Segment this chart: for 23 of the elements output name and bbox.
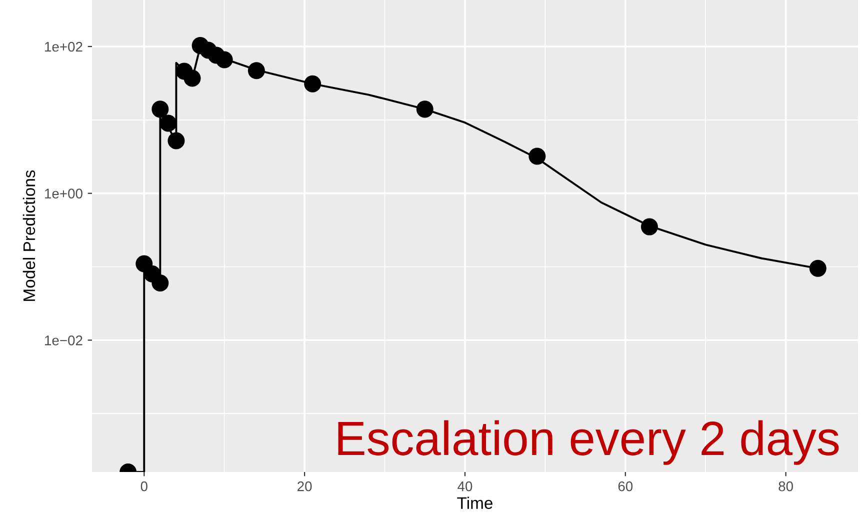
y-tick-label: 1e+00	[45, 188, 82, 198]
x-tick-label: 40	[458, 481, 472, 492]
point	[152, 100, 169, 118]
point	[248, 62, 265, 80]
x-tick-label: 0	[140, 481, 148, 492]
point	[416, 100, 434, 118]
point	[640, 218, 658, 236]
y-axis-title: Model Predictions	[22, 170, 36, 301]
point	[809, 260, 826, 277]
y-tick-label: 1e−02	[45, 335, 82, 346]
x-axis-title: Time	[457, 496, 492, 509]
x-tick-label: 60	[618, 481, 633, 492]
x-tick-label: 80	[778, 481, 793, 492]
x-tick-label: 20	[298, 481, 312, 492]
point	[216, 51, 233, 68]
y-tick-label: 1e+02	[45, 42, 82, 52]
point	[304, 75, 322, 92]
point	[184, 70, 201, 87]
point	[160, 114, 177, 132]
point	[528, 148, 546, 165]
point	[152, 274, 169, 292]
annotation: Escalation every 2 days	[338, 420, 839, 465]
point	[168, 132, 185, 150]
